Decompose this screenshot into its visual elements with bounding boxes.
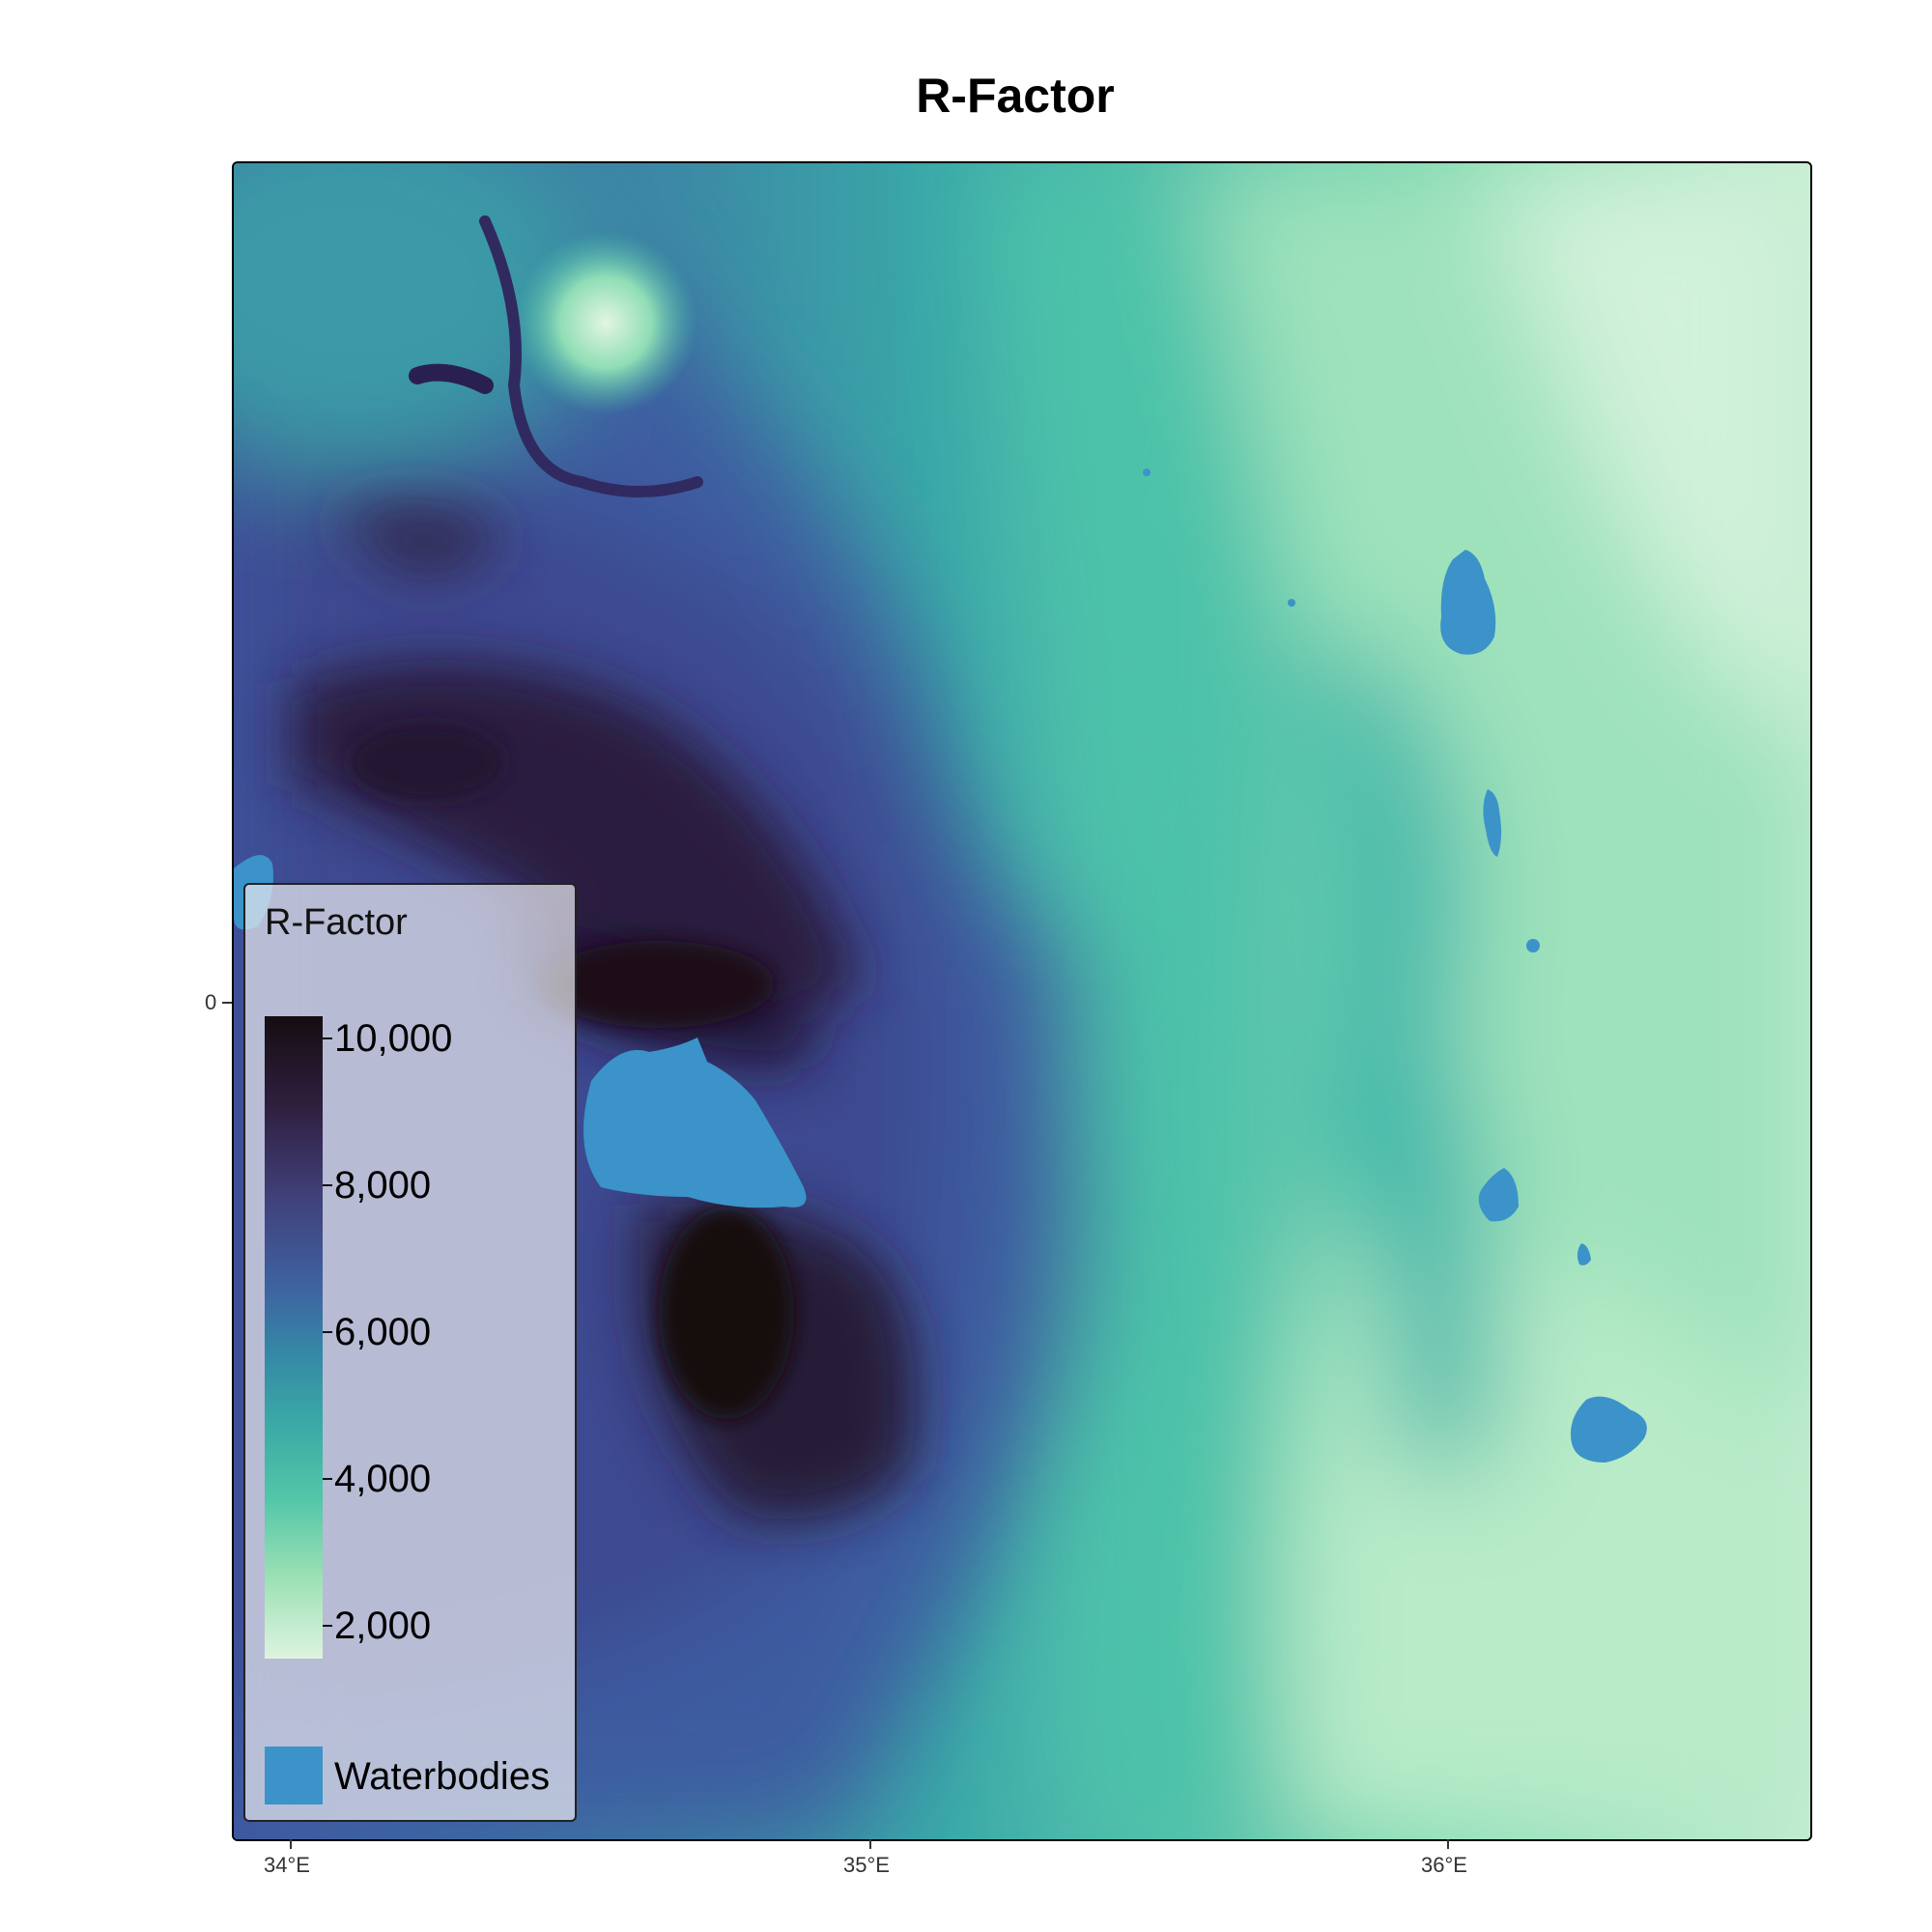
- colorbar-label: 6,000: [334, 1311, 432, 1353]
- colorbar-tick: [323, 1478, 332, 1480]
- legend-title: R-Factor: [265, 902, 408, 943]
- x-tick-mark: [869, 1839, 871, 1849]
- x-tick-label: 35°E: [843, 1853, 890, 1877]
- x-tick-label: 36°E: [1421, 1853, 1467, 1877]
- waterbodies-swatch: [265, 1747, 323, 1804]
- waterbodies-label: Waterbodies: [334, 1755, 551, 1798]
- colorbar-label: 2,000: [334, 1605, 432, 1647]
- colorbar-tick: [323, 1037, 332, 1039]
- colorbar-label: 10,000: [334, 1017, 453, 1060]
- y-tick-label: 0: [205, 990, 217, 1014]
- colorbar-label: 8,000: [334, 1164, 432, 1207]
- legend-box: R-Factor 10,000 8,000 6,000 4,000 2,000 …: [243, 883, 577, 1822]
- colorbar-tick: [323, 1184, 332, 1186]
- y-tick-mark: [222, 1002, 232, 1004]
- x-tick-mark: [290, 1839, 292, 1849]
- x-tick-label: 34°E: [264, 1853, 310, 1877]
- colorbar-tick: [323, 1331, 332, 1333]
- x-tick-mark: [1447, 1839, 1449, 1849]
- waterbodies-layer: [234, 469, 1647, 1463]
- colorbar: [265, 1016, 323, 1659]
- colorbar-label: 4,000: [334, 1458, 432, 1500]
- colorbar-tick: [323, 1625, 332, 1627]
- map-title: R-Factor: [916, 69, 1115, 123]
